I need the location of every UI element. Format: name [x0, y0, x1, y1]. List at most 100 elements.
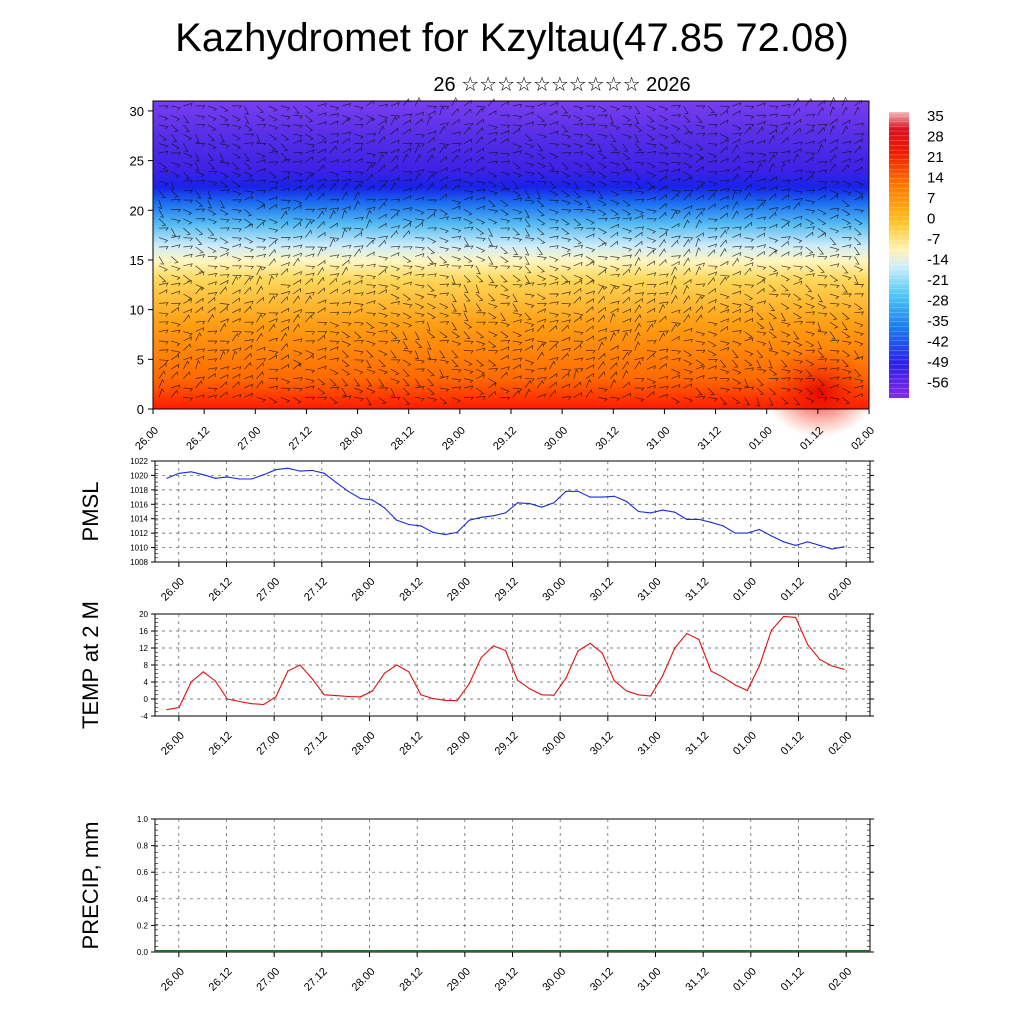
wind-barb — [817, 274, 828, 279]
wind-barb — [768, 154, 776, 163]
wind-barb — [244, 274, 255, 280]
wind-barb — [305, 124, 314, 132]
wind-barb — [524, 180, 535, 185]
wind-barb — [842, 256, 852, 260]
pmsl-point — [529, 503, 531, 505]
wind-barb — [451, 275, 456, 285]
wind-barb — [427, 182, 435, 191]
wind-barb — [158, 378, 165, 389]
wind-barb — [561, 252, 571, 257]
wind-barb — [658, 202, 667, 210]
wind-barb — [341, 266, 349, 276]
wind-barb — [244, 124, 253, 132]
wind-barb — [451, 205, 461, 210]
colorbar-label: 28 — [927, 129, 944, 146]
wind-barb — [683, 192, 691, 201]
x-tick-label: 01.00 — [747, 425, 775, 453]
wind-barb — [512, 217, 523, 222]
wind-barb — [549, 281, 559, 286]
wind-barb — [841, 199, 850, 207]
wind-barb — [817, 331, 828, 336]
wind-barb — [232, 237, 242, 242]
wind-barb — [439, 274, 450, 280]
wind-barb — [841, 359, 850, 368]
temperature-field — [153, 101, 869, 409]
wind-barb — [451, 359, 459, 368]
wind-barb — [573, 105, 584, 111]
wind-barb — [500, 340, 511, 344]
wind-barb — [317, 210, 325, 219]
wind-barb — [268, 368, 279, 373]
wind-barb — [476, 189, 486, 193]
wind-barb — [512, 143, 522, 149]
wind-barb — [183, 336, 192, 342]
wind-barb — [768, 185, 778, 191]
pmsl-point — [746, 532, 748, 534]
wind-barb — [366, 173, 374, 182]
wind-barb — [293, 359, 302, 366]
pmsl-point — [420, 525, 422, 527]
x-tick-label: 26.00 — [159, 730, 187, 758]
wind-barb — [293, 151, 303, 156]
warm-anomaly — [765, 347, 875, 437]
wind-barb — [646, 133, 655, 141]
wind-barb — [256, 246, 267, 251]
wind-barb — [354, 397, 364, 402]
wind-barb — [524, 265, 532, 274]
y-tick-label: 5 — [137, 352, 144, 367]
wind-barb — [317, 334, 326, 342]
wind-barb — [231, 332, 239, 342]
wind-barb — [524, 321, 535, 328]
wind-barb — [414, 143, 421, 154]
wind-barb — [293, 160, 303, 164]
wind-barb — [512, 197, 523, 202]
wind-barb — [817, 160, 828, 165]
wind-barb — [646, 365, 656, 370]
wind-barb — [707, 113, 718, 118]
wind-barb — [610, 273, 621, 278]
wind-barb — [634, 314, 642, 323]
wind-barb — [183, 245, 193, 250]
wind-barb — [683, 295, 691, 304]
wind-barb — [756, 312, 764, 321]
wind-barb — [622, 318, 632, 323]
wind-barb — [378, 359, 386, 367]
wind-barb — [415, 168, 425, 173]
wind-barb — [476, 340, 486, 347]
temp-point — [795, 616, 797, 619]
pmsl-point — [275, 469, 277, 471]
wind-barb — [341, 368, 351, 376]
wind-barb — [695, 305, 703, 314]
wind-barb — [805, 218, 815, 226]
wind-barb — [183, 209, 193, 216]
wind-barb — [476, 256, 486, 262]
wind-barb — [158, 133, 167, 142]
wind-barb — [573, 343, 582, 351]
y-tick-label: 20 — [139, 610, 148, 619]
wind-barb — [659, 169, 669, 174]
wind-barb — [390, 312, 401, 318]
wind-barb — [829, 253, 840, 258]
wind-barb — [659, 162, 669, 167]
wind-barb — [158, 388, 165, 398]
wind-barb — [451, 108, 459, 116]
wind-barb — [378, 235, 389, 240]
colorbar-label: -7 — [927, 231, 940, 248]
wind-barb — [317, 321, 328, 326]
x-tick-label: 26.00 — [159, 576, 187, 604]
wind-barb — [573, 279, 583, 285]
wind-barb — [744, 386, 755, 391]
wind-barb — [256, 332, 264, 342]
wind-barb — [244, 331, 255, 336]
wind-barb — [549, 121, 559, 126]
wind-barb — [561, 171, 571, 178]
wind-barb — [695, 365, 705, 370]
precip-panel: 0.00.20.40.60.81.026.00 26.12 27.00 27.12 28… — [78, 815, 874, 994]
wind-barb — [378, 378, 385, 387]
pmsl-point — [287, 467, 289, 469]
wind-barb — [768, 359, 773, 369]
wind-barb — [610, 329, 620, 334]
wind-barb — [341, 395, 352, 400]
x-tick-label: 27.12 — [302, 730, 330, 758]
wind-barb — [293, 139, 302, 144]
